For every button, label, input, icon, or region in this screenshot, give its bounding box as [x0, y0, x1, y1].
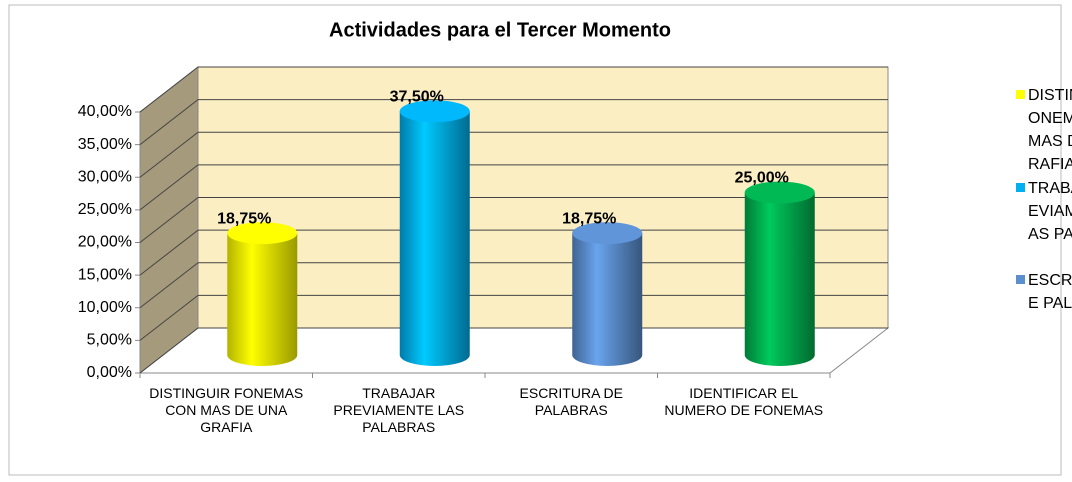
bar-top [227, 222, 298, 245]
grid-line [139, 197, 199, 243]
bar [399, 111, 470, 366]
legend-label: TRABAJAR PREVIAMENTE LAS PALABRAS [1028, 180, 1072, 243]
bar [227, 233, 298, 366]
x-tick-label: TRABAJAR PREVIAMENTE LAS PALABRAS [333, 385, 465, 435]
grid-line [139, 229, 199, 276]
legend-marker [1016, 275, 1025, 284]
y-tick-label: 35,00% [78, 136, 132, 153]
legend-entry: DISTINGUIR FONEMAS CON MAS DE UNA GRAFIA [1012, 84, 1072, 176]
y-tick-label: 10,00% [78, 299, 132, 316]
grid-line [139, 131, 199, 178]
y-tick-label: 0,00% [87, 364, 132, 381]
bar-top [572, 222, 643, 245]
grid-line [139, 262, 199, 309]
y-tick-label: 25,00% [78, 201, 132, 218]
y-tick-label: 15,00% [78, 266, 132, 283]
value-label: 25,00% [735, 170, 789, 187]
y-tick-label: 20,00% [78, 234, 132, 251]
value-label: 18,75% [217, 210, 271, 227]
bar-top [744, 181, 815, 204]
x-tick-label: DISTINGUIR FONEMAS CON MAS DE UNA GRAFIA [149, 385, 304, 435]
x-tick-label: IDENTIFICAR EL NUMERO DE FONEMAS [664, 385, 824, 418]
grid-line [139, 66, 199, 113]
legend-marker [1016, 183, 1025, 192]
legend-entry: ESCRITURA DE PALABRAS [1012, 269, 1072, 315]
grid-line [139, 327, 199, 374]
y-tick-label: 30,00% [78, 168, 132, 185]
value-label: 18,75% [562, 210, 616, 227]
y-tick-label: 40,00% [78, 103, 132, 120]
x-tick-label: ESCRITURA DE PALABRAS [519, 385, 623, 418]
legend-marker [1016, 90, 1025, 99]
value-label: 37,50% [390, 88, 444, 105]
legend-entry: TRABAJAR PREVIAMENTE LAS PALABRAS [1012, 177, 1072, 246]
bar [572, 233, 643, 366]
grid-line [139, 164, 199, 211]
legend-label: ESCRITURA DE PALABRAS [1028, 272, 1072, 312]
bar [744, 192, 815, 366]
bar-top [399, 100, 470, 123]
grid-line [139, 99, 199, 146]
grid-line [139, 294, 199, 341]
legend-label: DISTINGUIR FONEMAS CON MAS DE UNA GRAFIA [1028, 87, 1072, 173]
y-tick-label: 5,00% [87, 332, 132, 349]
chart-title: Actividades para el Tercer Momento [329, 19, 671, 41]
